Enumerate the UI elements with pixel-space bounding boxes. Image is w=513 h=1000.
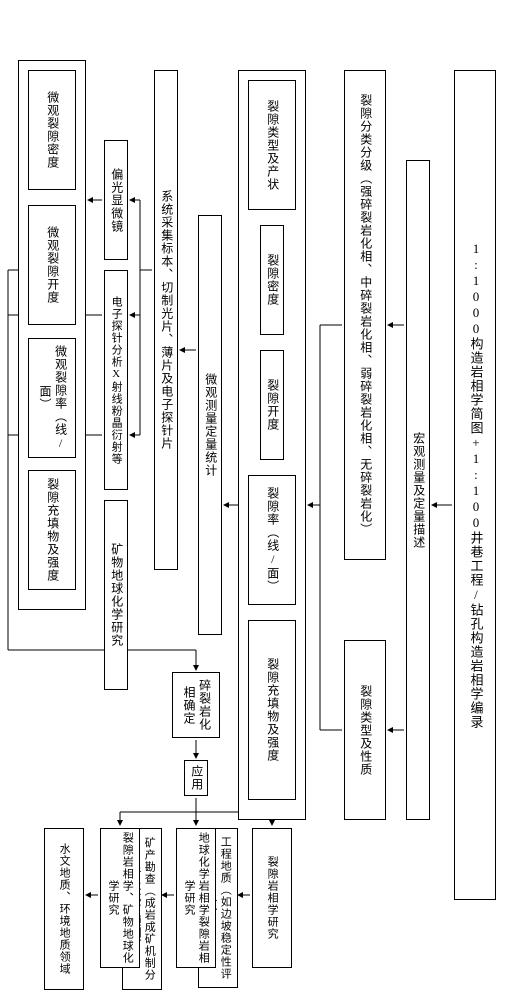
row1-b: 裂隙类型及性质	[344, 640, 386, 820]
out1-a: 裂隙岩相学研究	[252, 828, 292, 968]
row3-c: 微观裂隙率（线/面）	[28, 338, 76, 458]
sampling-box: 系统采集标本、切制光片、薄片及电子探针片	[154, 70, 178, 570]
out3-b: 水文地质、环境地质领域	[44, 828, 84, 990]
out3-a: 裂隙岩相学、矿物地球化学研究	[100, 828, 140, 968]
out2-a: 地球化学岩相学裂隙岩相学研究	[176, 828, 216, 968]
row2-c: 裂隙开度	[260, 350, 284, 460]
method-b: 电子探针分析X射线粉晶衍射等	[104, 270, 128, 490]
row2-d: 裂隙率（线/面）	[248, 475, 296, 605]
micro-box: 微观测量定量统计	[198, 215, 222, 635]
method-c: 矿物地球化学研究	[104, 500, 128, 690]
row2-e: 裂隙充填物及强度	[248, 620, 296, 800]
top-title: 1:1000构造岩相学简图+1:100井巷工程/钻孔构造岩相学编录	[454, 70, 496, 900]
determine-box: 碎裂岩化相确定	[172, 672, 220, 738]
row3-b: 微观裂隙开度	[28, 205, 76, 325]
row2-b: 裂隙密度	[260, 225, 284, 335]
macro-box: 宏观测量及定量描述	[406, 160, 430, 820]
apply-box: 应用	[184, 760, 208, 796]
method-a: 偏光显微镜	[104, 140, 128, 260]
row3-a: 微观裂隙密度	[28, 70, 76, 190]
row2-a: 裂隙类型及产状	[248, 80, 296, 210]
row3-d: 裂隙充填物及强度	[28, 470, 76, 590]
row1-a: 裂隙分类分级（强碎裂岩化相、中碎裂岩化相、弱碎裂岩化相、无碎裂岩化）	[344, 70, 386, 560]
